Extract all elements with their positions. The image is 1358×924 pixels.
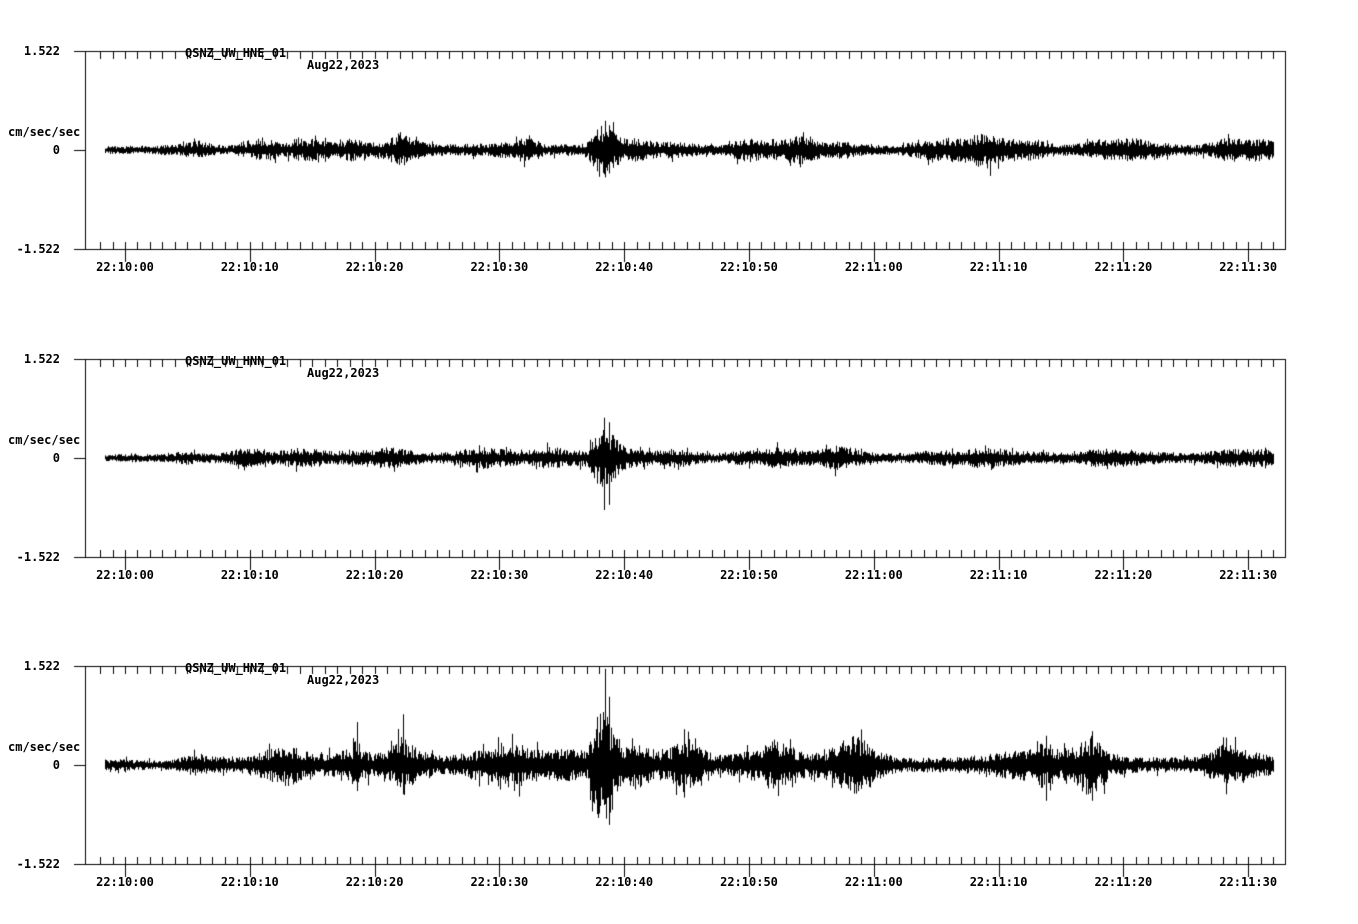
x-tick-label: 22:11:30 bbox=[1219, 260, 1278, 274]
station-channel-label: QSNZ_UW_HNN_01 bbox=[185, 354, 287, 368]
x-axis-tick-labels: 22:10:00 22:10:10 22:10:20 22:10:30 22:10:40… bbox=[85, 261, 1286, 274]
plot-title: QSNZ_UW_HNN_01 Aug22,2023 bbox=[85, 343, 379, 379]
x-tick-label: 22:10:00 bbox=[96, 875, 154, 889]
x-tick-label: 22:11:30 bbox=[1219, 875, 1278, 889]
y-axis-min-label: -1.522 bbox=[16, 242, 60, 256]
waveform-canvas-hnz bbox=[72, 665, 1287, 881]
y-axis-units-label: cm/sec/sec bbox=[8, 433, 81, 447]
x-tick-label: 22:10:40 bbox=[595, 875, 654, 889]
y-axis-units-label: cm/sec/sec bbox=[8, 740, 81, 754]
y-axis-max-label: 1.522 bbox=[23, 44, 60, 58]
x-tick-label: 22:11:20 bbox=[1094, 568, 1153, 582]
x-tick-label: 22:10:00 bbox=[96, 260, 154, 274]
x-axis-tick-labels: 22:10:00 22:10:10 22:10:20 22:10:30 22:10:40… bbox=[85, 876, 1286, 889]
y-axis-units-label: cm/sec/sec bbox=[8, 125, 81, 139]
x-tick-label: 22:11:10 bbox=[969, 568, 1028, 582]
station-channel-label: QSNZ_UW_HNZ_01 bbox=[185, 661, 287, 675]
seismogram-plot-hnn: QSNZ_UW_HNN_01 Aug22,2023 1.522 cm/sec/s… bbox=[8, 353, 1287, 582]
seismogram-plot-hne: QSNZ_UW_HNE_01 Aug22,2023 1.522 cm/sec/s… bbox=[8, 45, 1287, 274]
x-tick-label: 22:11:00 bbox=[844, 568, 903, 582]
x-tick-label: 22:10:20 bbox=[345, 875, 404, 889]
x-axis-tick-labels: 22:10:00 22:10:10 22:10:20 22:10:30 22:10:40… bbox=[85, 569, 1286, 582]
x-tick-label: 22:10:50 bbox=[720, 568, 778, 582]
date-label: Aug22,2023 bbox=[307, 673, 380, 687]
seismogram-plot-hnz: QSNZ_UW_HNZ_01 Aug22,2023 1.522 cm/sec/s… bbox=[8, 660, 1287, 889]
x-tick-label: 22:10:30 bbox=[470, 260, 529, 274]
date-label: Aug22,2023 bbox=[307, 58, 380, 72]
plot-title: QSNZ_UW_HNE_01 Aug22,2023 bbox=[85, 35, 379, 71]
x-tick-label: 22:10:30 bbox=[470, 875, 529, 889]
x-tick-label: 22:10:30 bbox=[470, 568, 529, 582]
x-tick-label: 22:11:20 bbox=[1094, 260, 1153, 274]
y-axis-zero-label: 0 bbox=[52, 451, 60, 465]
x-tick-label: 22:11:30 bbox=[1219, 568, 1278, 582]
x-tick-label: 22:10:40 bbox=[595, 568, 654, 582]
station-channel-label: QSNZ_UW_HNE_01 bbox=[185, 46, 287, 60]
x-tick-label: 22:11:00 bbox=[844, 260, 903, 274]
date-label: Aug22,2023 bbox=[307, 366, 380, 380]
y-axis-max-label: 1.522 bbox=[23, 659, 60, 673]
x-tick-label: 22:11:10 bbox=[969, 260, 1028, 274]
x-tick-label: 22:10:20 bbox=[345, 568, 404, 582]
x-tick-label: 22:10:10 bbox=[220, 568, 279, 582]
x-tick-label: 22:10:40 bbox=[595, 260, 654, 274]
y-axis-min-label: -1.522 bbox=[16, 857, 60, 871]
y-axis-zero-label: 0 bbox=[52, 143, 60, 157]
y-axis-max-label: 1.522 bbox=[23, 352, 60, 366]
waveform-canvas-hnn bbox=[72, 358, 1287, 574]
x-tick-label: 22:10:10 bbox=[220, 260, 279, 274]
waveform-canvas-hne bbox=[72, 50, 1287, 266]
x-tick-label: 22:10:00 bbox=[96, 568, 154, 582]
y-axis-min-label: -1.522 bbox=[16, 550, 60, 564]
x-tick-label: 22:10:50 bbox=[720, 875, 778, 889]
x-tick-label: 22:11:10 bbox=[969, 875, 1028, 889]
x-tick-label: 22:10:50 bbox=[720, 260, 778, 274]
x-tick-label: 22:11:00 bbox=[844, 875, 903, 889]
x-tick-label: 22:11:20 bbox=[1094, 875, 1153, 889]
x-tick-label: 22:10:10 bbox=[220, 875, 279, 889]
y-axis-zero-label: 0 bbox=[52, 758, 60, 772]
x-tick-label: 22:10:20 bbox=[345, 260, 404, 274]
plot-title: QSNZ_UW_HNZ_01 Aug22,2023 bbox=[85, 650, 379, 686]
